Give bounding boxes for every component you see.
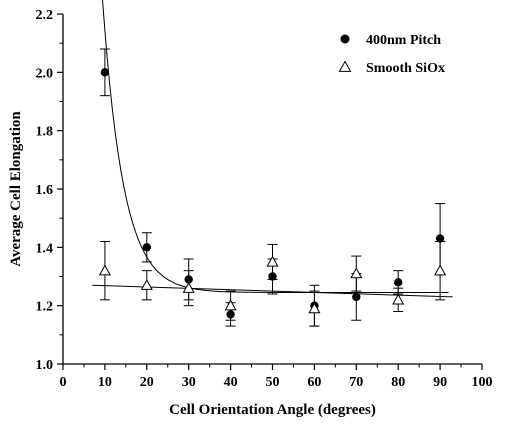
x-tick-label: 60: [307, 375, 321, 390]
legend-label: Smooth SiOx: [366, 61, 445, 76]
data-marks: [98, 48, 447, 327]
y-tick-label: 1.0: [36, 358, 54, 373]
y-tick-label: 1.4: [36, 241, 54, 256]
x-tick-label: 100: [472, 375, 493, 390]
legend-marker-400nm-pitch: [340, 34, 350, 44]
point-smooth-siox: [182, 281, 195, 293]
y-tick-label: 1.8: [36, 125, 54, 140]
point-smooth-siox: [434, 264, 447, 276]
x-tick-label: 20: [140, 375, 154, 390]
x-tick-label: 0: [60, 375, 67, 390]
x-axis-label: Cell Orientation Angle (degrees): [169, 402, 376, 418]
x-tick-label: 80: [391, 375, 405, 390]
y-tick-label: 2.2: [36, 8, 54, 23]
point-smooth-siox: [308, 302, 321, 314]
x-tick-label: 30: [182, 375, 196, 390]
x-tick-label: 50: [266, 375, 280, 390]
point-400nm-pitch: [394, 278, 403, 287]
y-axis-label: Average Cell Elongation: [8, 111, 24, 267]
x-tick-label: 10: [98, 375, 112, 390]
point-smooth-siox: [224, 299, 237, 311]
x-tick-label: 90: [433, 375, 447, 390]
y-tick-label: 2.0: [36, 66, 54, 81]
x-tick-label: 70: [349, 375, 363, 390]
point-400nm-pitch: [142, 243, 151, 252]
fit-line-1: [102, 0, 449, 294]
point-smooth-siox: [350, 267, 363, 279]
x-tick-label: 40: [224, 375, 238, 390]
y-tick-label: 1.6: [36, 183, 54, 198]
legend-marker-smooth-siox: [338, 60, 352, 72]
point-400nm-pitch: [352, 292, 361, 302]
point-smooth-siox: [140, 279, 153, 290]
point-400nm-pitch: [435, 234, 445, 243]
axes: 0 10 20 30 40 50 60 70 80 90 100 1.0 1.2 1.4 1.6 1.8 2.0…: [36, 8, 493, 390]
legend: 400nm Pitch Smooth SiOx: [338, 33, 445, 76]
point-smooth-siox: [98, 264, 111, 276]
point-smooth-siox: [392, 293, 405, 305]
point-smooth-siox: [266, 255, 279, 267]
point-400nm-pitch: [100, 68, 110, 77]
y-tick-label: 1.2: [36, 300, 54, 315]
legend-label: 400nm Pitch: [366, 33, 441, 48]
